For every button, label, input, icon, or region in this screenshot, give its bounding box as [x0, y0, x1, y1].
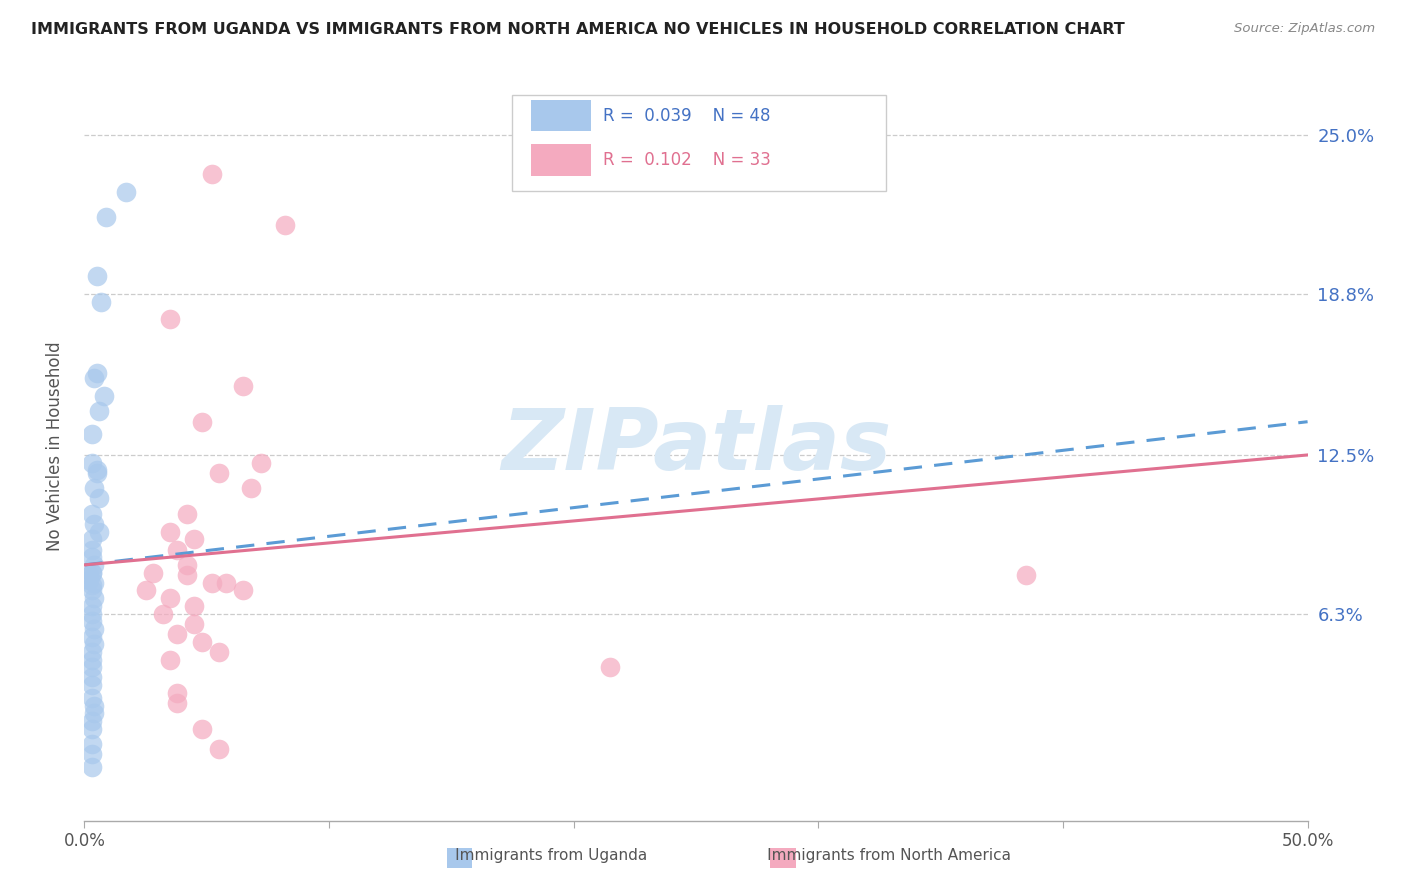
Point: [166, 542, 188, 557]
Point: [87, 491, 110, 506]
Text: R =  0.102    N = 33: R = 0.102 N = 33: [603, 151, 770, 169]
Text: IMMIGRANTS FROM UGANDA VS IMMIGRANTS FROM NORTH AMERICA NO VEHICLES IN HOUSEHOLD: IMMIGRANTS FROM UGANDA VS IMMIGRANTS FRO…: [31, 22, 1125, 37]
Text: Source: ZipAtlas.com: Source: ZipAtlas.com: [1234, 22, 1375, 36]
Point: [166, 627, 188, 641]
Point: [80, 542, 103, 557]
Y-axis label: No Vehicles in Household: No Vehicles in Household: [45, 341, 63, 551]
Point: [115, 185, 138, 199]
Point: [200, 575, 222, 590]
Point: [80, 747, 103, 761]
Point: [135, 583, 157, 598]
Point: [1015, 568, 1038, 582]
Point: [152, 607, 174, 621]
Point: [83, 637, 105, 651]
Point: [232, 379, 254, 393]
Point: [80, 760, 103, 774]
Point: [208, 645, 231, 659]
FancyBboxPatch shape: [531, 100, 591, 131]
Point: [215, 575, 238, 590]
Point: [86, 466, 108, 480]
Point: [166, 686, 188, 700]
Text: Immigrants from Uganda: Immigrants from Uganda: [422, 848, 647, 863]
Point: [200, 167, 222, 181]
Point: [83, 516, 105, 531]
Point: [80, 652, 103, 666]
Point: [191, 722, 214, 736]
Point: [83, 622, 105, 636]
Point: [176, 507, 198, 521]
Point: [83, 706, 105, 721]
Point: [80, 456, 103, 470]
Point: [80, 599, 103, 613]
Point: [142, 566, 165, 580]
Point: [208, 742, 231, 756]
Point: [80, 630, 103, 644]
Point: [159, 524, 181, 539]
Point: [183, 599, 205, 613]
Point: [77, 574, 100, 588]
Point: [159, 591, 181, 606]
Point: [80, 670, 103, 684]
Point: [77, 568, 100, 582]
Point: [80, 660, 103, 674]
Point: [249, 456, 271, 470]
Point: [80, 607, 103, 621]
Point: [176, 568, 198, 582]
Point: [80, 550, 103, 565]
Point: [86, 366, 108, 380]
Point: [80, 566, 103, 580]
Point: [80, 614, 103, 628]
Point: [80, 427, 103, 442]
Point: [83, 558, 105, 572]
Point: [83, 698, 105, 713]
FancyBboxPatch shape: [531, 144, 591, 176]
Point: [80, 722, 103, 736]
Point: [599, 660, 621, 674]
Point: [80, 533, 103, 547]
FancyBboxPatch shape: [513, 95, 886, 191]
Point: [80, 566, 103, 580]
Point: [83, 371, 105, 385]
Point: [80, 678, 103, 692]
Point: [93, 389, 115, 403]
Point: [232, 583, 254, 598]
Point: [96, 210, 118, 224]
Point: [176, 558, 198, 572]
Point: [166, 696, 188, 710]
Point: [80, 583, 103, 598]
Point: [274, 218, 297, 232]
Point: [80, 578, 103, 592]
Point: [80, 714, 103, 728]
Point: [80, 645, 103, 659]
Text: ZIPatlas: ZIPatlas: [501, 404, 891, 488]
Point: [191, 415, 214, 429]
Point: [87, 524, 110, 539]
Point: [80, 690, 103, 705]
Point: [90, 294, 112, 309]
Point: [80, 507, 103, 521]
Point: [83, 481, 105, 495]
Point: [86, 268, 108, 283]
Point: [208, 466, 231, 480]
Point: [86, 463, 108, 477]
Point: [159, 312, 181, 326]
Point: [191, 634, 214, 648]
Point: [183, 533, 205, 547]
Point: [239, 481, 262, 495]
Point: [83, 591, 105, 606]
Point: [83, 575, 105, 590]
Point: [87, 404, 110, 418]
Point: [159, 652, 181, 666]
Text: Immigrants from North America: Immigrants from North America: [733, 848, 1011, 863]
Text: R =  0.039    N = 48: R = 0.039 N = 48: [603, 106, 770, 125]
Point: [183, 616, 205, 631]
Point: [80, 737, 103, 751]
